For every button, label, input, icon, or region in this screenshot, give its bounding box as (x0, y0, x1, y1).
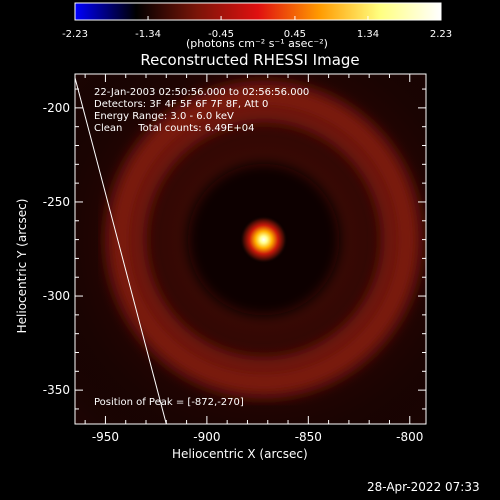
footer-timestamp: 28-Apr-2022 07:33 (367, 480, 480, 494)
annotation-detectors: Detectors: 3F 4F 5F 6F 7F 8F, Att 0 (94, 99, 269, 110)
colorbar-tick-label: -1.34 (135, 29, 161, 40)
solar-limb-line (75, 77, 167, 424)
colorbar-tick-label: 1.34 (357, 29, 379, 40)
colorbar-units-label: (photons cm⁻² s⁻¹ asec⁻²) (186, 37, 328, 50)
annotation-peak-position: Position of Peak = [-872,-270] (94, 397, 244, 408)
y-tick-label: -350 (43, 383, 70, 397)
colorbar-tick-label: -2.23 (62, 29, 88, 40)
colorbar-gradient (74, 2, 442, 21)
chart-title: Reconstructed RHESSI Image (140, 51, 360, 69)
annotation-clean-counts: Clean Total counts: 6.49E+04 (94, 123, 255, 134)
colorbar-tick-label: 2.23 (430, 29, 452, 40)
annotation-time-range: 22-Jan-2003 02:50:56.000 to 02:56:56.000 (94, 87, 310, 98)
peak-source (239, 215, 288, 264)
annotation-energy: Energy Range: 3.0 - 6.0 keV (94, 111, 234, 122)
y-tick-label: -200 (43, 101, 70, 115)
x-axis-label: Heliocentric X (arcsec) (172, 447, 308, 461)
colorbar-tick-label: -0.45 (208, 29, 234, 40)
colorbar-tick-label: 0.45 (284, 29, 306, 40)
x-tick-label: -850 (295, 430, 322, 444)
y-tick-label: -250 (43, 195, 70, 209)
x-tick-label: -950 (92, 430, 119, 444)
x-tick-label: -900 (193, 430, 220, 444)
x-tick-label: -800 (396, 430, 423, 444)
colorbar: -2.23 -1.34 -0.45 0.45 1.34 2.23 (62, 2, 452, 40)
plot-frame (74, 73, 427, 425)
y-tick-label: -300 (43, 289, 70, 303)
emission-ring-core (114, 90, 413, 389)
y-axis-label: Heliocentric Y (arcsec) (15, 198, 29, 334)
